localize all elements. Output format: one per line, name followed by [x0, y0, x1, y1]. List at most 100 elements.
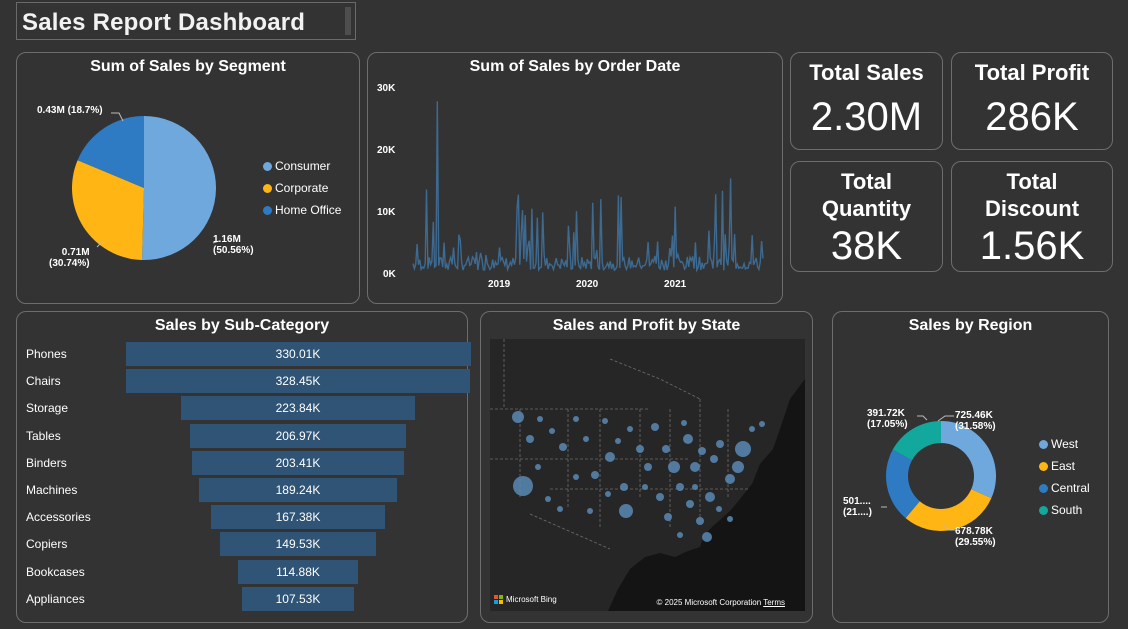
kpi-total-quantity[interactable]: Total Quantity 38K	[790, 161, 943, 272]
subcategory-row[interactable]: Accessories 167.38K	[17, 505, 467, 530]
state-bubble[interactable]	[735, 441, 751, 457]
region-donut-card[interactable]: Sales by Region 725.46K (31.58%) 391.72K(…	[832, 311, 1109, 623]
state-bubble[interactable]	[636, 445, 644, 453]
state-bubble[interactable]	[627, 426, 633, 432]
state-bubble[interactable]	[692, 484, 698, 490]
subcategory-bar[interactable]: 330.01K	[125, 342, 471, 366]
subcategory-bar[interactable]: 189.24K	[199, 478, 397, 502]
subcategory-row[interactable]: Appliances 107.53K	[17, 586, 467, 611]
state-bubble[interactable]	[662, 445, 670, 453]
state-bubble[interactable]	[545, 496, 551, 502]
state-bubble[interactable]	[690, 462, 700, 472]
state-bubble[interactable]	[664, 513, 672, 521]
state-bubble[interactable]	[732, 461, 744, 473]
state-bubble[interactable]	[573, 474, 579, 480]
legend-item-west[interactable]: West	[1039, 437, 1078, 451]
state-bubble[interactable]	[513, 476, 533, 496]
subcategory-bar[interactable]: 203.41K	[191, 450, 405, 475]
state-bubble[interactable]	[716, 440, 724, 448]
subcategory-bar[interactable]: 114.88K	[237, 559, 359, 584]
legend-label: Consumer	[275, 159, 331, 173]
state-map-card[interactable]: Sales and Profit by State Microsoft Bing…	[480, 311, 813, 623]
state-bubble[interactable]	[698, 447, 706, 455]
subcategory-row[interactable]: Tables 206.97K	[17, 423, 467, 448]
donut-slice-east[interactable]	[905, 489, 992, 531]
state-bubble[interactable]	[716, 506, 722, 512]
segment-pie-card[interactable]: Sum of Sales by Segment 0.43M (18.7%) 1.…	[16, 52, 360, 304]
state-bubble[interactable]	[727, 516, 733, 522]
subcategory-row[interactable]: Storage 223.84K	[17, 396, 467, 421]
subcategory-row[interactable]: Machines 189.24K	[17, 478, 467, 502]
state-bubble[interactable]	[605, 452, 615, 462]
state-bubble[interactable]	[549, 428, 555, 434]
state-bubble[interactable]	[526, 435, 534, 443]
state-bubble[interactable]	[644, 463, 652, 471]
sales-line[interactable]	[412, 101, 764, 273]
state-bubble[interactable]	[705, 492, 715, 502]
state-bubble[interactable]	[602, 418, 608, 424]
state-bubble[interactable]	[573, 416, 579, 422]
state-bubble[interactable]	[615, 438, 621, 444]
subcategory-row[interactable]: Copiers 149.53K	[17, 532, 467, 557]
terms-link[interactable]: Terms	[763, 598, 785, 607]
subcategory-label: Copiers	[26, 537, 68, 552]
state-bubble[interactable]	[759, 421, 765, 427]
kpi-total-sales[interactable]: Total Sales 2.30M	[790, 52, 943, 150]
state-bubble[interactable]	[619, 504, 633, 518]
state-bubble[interactable]	[676, 483, 684, 491]
pie-slice-corporate[interactable]	[71, 160, 144, 260]
legend-item-south[interactable]: South	[1039, 503, 1082, 517]
state-bubble[interactable]	[557, 506, 563, 512]
state-bubble[interactable]	[591, 471, 599, 479]
legend-item-central[interactable]: Central	[1039, 481, 1090, 495]
state-bubble[interactable]	[749, 426, 755, 432]
subcategory-bar[interactable]: 149.53K	[219, 532, 377, 557]
legend-item-consumer[interactable]: Consumer	[263, 159, 330, 173]
subcategory-bar[interactable]: 223.84K	[180, 396, 415, 421]
subcategory-bar[interactable]: 167.38K	[210, 505, 386, 530]
subcategory-row[interactable]: Bookcases 114.88K	[17, 559, 467, 584]
subcategory-bar[interactable]: 206.97K	[189, 423, 407, 448]
state-bubble[interactable]	[725, 474, 735, 484]
us-map[interactable]: Microsoft Bing © 2025 Microsoft Corporat…	[490, 339, 805, 611]
state-bubble[interactable]	[681, 420, 687, 426]
state-bubble[interactable]	[535, 464, 541, 470]
state-bubble[interactable]	[651, 423, 659, 431]
pie-slice-consumer[interactable]	[142, 116, 216, 260]
state-bubble[interactable]	[686, 500, 694, 508]
subcategory-bar[interactable]: 107.53K	[241, 586, 355, 611]
state-bubble[interactable]	[537, 416, 543, 422]
state-bubble[interactable]	[656, 493, 664, 501]
subcategory-row[interactable]: Phones 330.01K	[17, 342, 471, 366]
donut-slice-west[interactable]	[941, 421, 996, 499]
subcategory-row[interactable]: Binders 203.41K	[17, 450, 467, 475]
state-bubble[interactable]	[512, 411, 524, 423]
donut-slice-central[interactable]	[886, 449, 920, 519]
kpi-total-profit[interactable]: Total Profit 286K	[951, 52, 1113, 150]
pie-slice-home-office[interactable]	[77, 116, 144, 188]
dashboard-title-box[interactable]: Sales Report Dashboard	[16, 2, 356, 40]
subcategory-bar[interactable]: 328.45K	[126, 369, 470, 394]
subcategory-row[interactable]: Chairs 328.45K	[17, 369, 470, 394]
state-bubble[interactable]	[668, 461, 680, 473]
donut-slice-south[interactable]	[892, 421, 941, 461]
subcategory-chart-card[interactable]: Sales by Sub-Category Phones 330.01K Chair…	[16, 311, 471, 623]
legend-item-home-office[interactable]: Home Office	[263, 203, 341, 217]
map-svg	[490, 339, 805, 611]
kpi-total-discount[interactable]: Total Discount 1.56K	[951, 161, 1113, 272]
order-date-chart-card[interactable]: Sum of Sales by Order Date 30K 20K 10K 0…	[367, 52, 783, 304]
legend-item-east[interactable]: East	[1039, 459, 1075, 473]
state-bubble[interactable]	[683, 434, 693, 444]
state-bubble[interactable]	[559, 443, 567, 451]
state-bubble[interactable]	[702, 532, 712, 542]
legend-item-corporate[interactable]: Corporate	[263, 181, 328, 195]
state-bubble[interactable]	[605, 491, 611, 497]
state-bubble[interactable]	[587, 508, 593, 514]
state-bubble[interactable]	[696, 517, 704, 525]
state-bubble[interactable]	[642, 484, 648, 490]
state-bubble[interactable]	[583, 436, 589, 442]
state-bubble[interactable]	[710, 455, 718, 463]
legend-dot	[1039, 505, 1048, 515]
state-bubble[interactable]	[677, 532, 683, 538]
state-bubble[interactable]	[620, 483, 628, 491]
